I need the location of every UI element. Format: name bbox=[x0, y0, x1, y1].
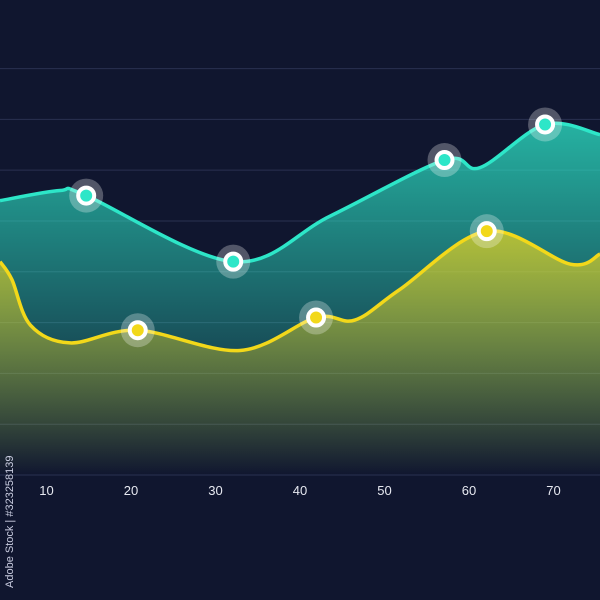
data-point[interactable] bbox=[469, 214, 504, 249]
data-point[interactable] bbox=[528, 107, 563, 142]
x-tick-label: 40 bbox=[293, 483, 307, 498]
series-line-0 bbox=[0, 121, 600, 264]
x-tick-label: 20 bbox=[124, 483, 138, 498]
data-point[interactable] bbox=[299, 300, 334, 335]
x-tick-label: 70 bbox=[546, 483, 560, 498]
x-tick-label: 30 bbox=[208, 483, 222, 498]
x-tick-label: 60 bbox=[462, 483, 476, 498]
data-point[interactable] bbox=[216, 244, 251, 279]
x-tick-label: 50 bbox=[377, 483, 391, 498]
watermark: Adobe Stock | #323258139 bbox=[4, 455, 16, 588]
data-point[interactable] bbox=[120, 313, 155, 348]
x-tick-label: 10 bbox=[39, 483, 53, 498]
data-point[interactable] bbox=[69, 178, 104, 213]
data-point[interactable] bbox=[427, 143, 462, 178]
series-area-1 bbox=[0, 230, 600, 475]
